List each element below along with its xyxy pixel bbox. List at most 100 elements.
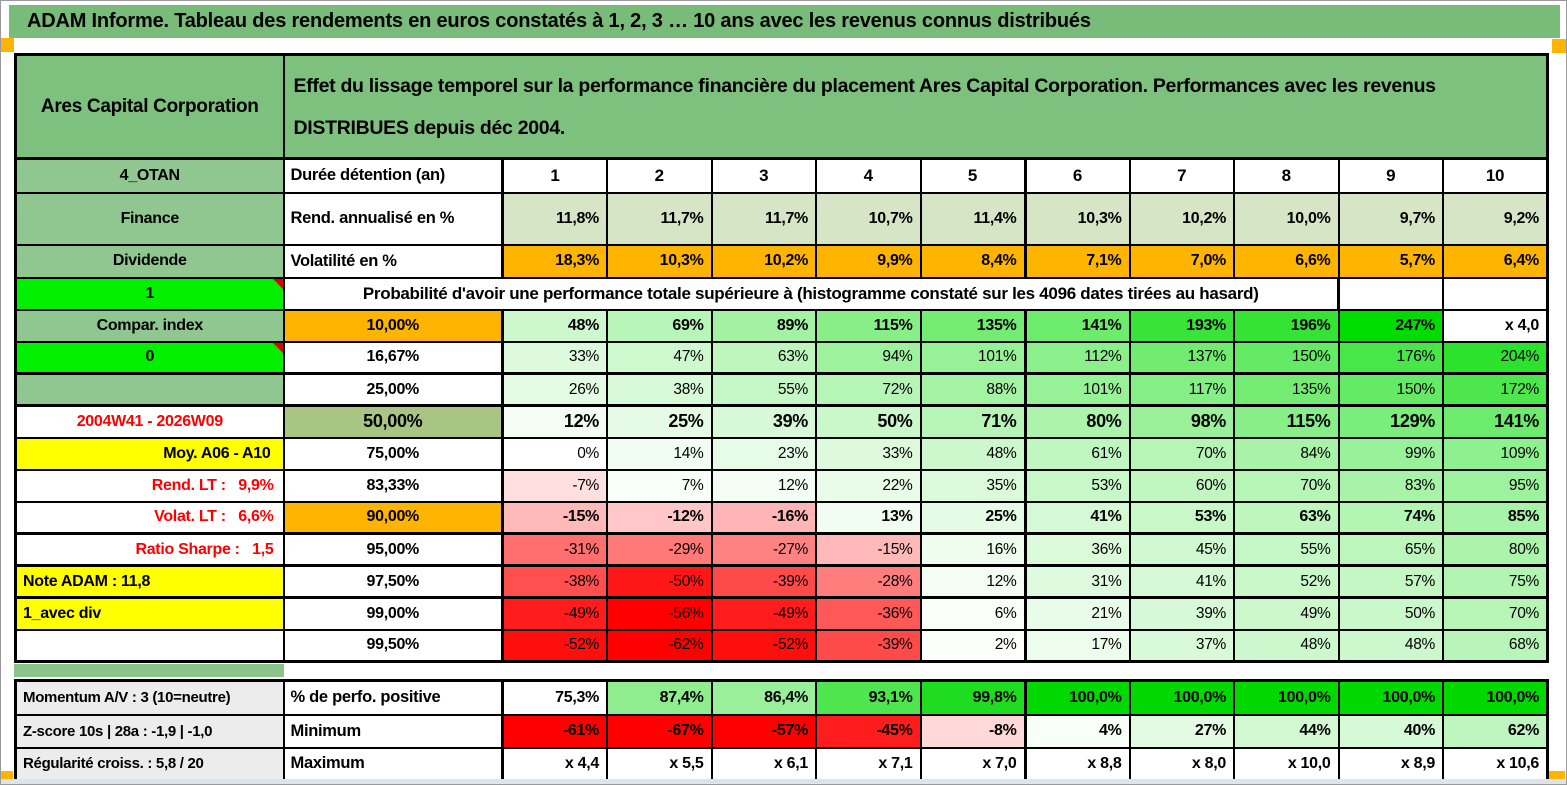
value-cell[interactable]: 100,0%	[1023, 679, 1131, 716]
value-cell[interactable]: 7%	[606, 468, 713, 503]
value-cell[interactable]: 49%	[1233, 596, 1340, 631]
value-cell[interactable]: 62%	[1442, 713, 1549, 749]
value-cell[interactable]: 12%	[919, 564, 1026, 599]
value-cell[interactable]: 65%	[1337, 532, 1444, 567]
value-cell[interactable]: 11,4%	[919, 191, 1026, 246]
value-cell[interactable]: 193%	[1128, 308, 1235, 343]
summary-label-cell[interactable]: Momentum A/V : 3 (10=neutre)	[14, 679, 285, 716]
value-cell[interactable]: 10,3%	[1023, 191, 1131, 246]
year-header-cell[interactable]: 10	[1442, 157, 1549, 194]
instrument-name-cell[interactable]: Ares Capital Corporation	[14, 53, 285, 160]
value-cell[interactable]: 70%	[1442, 596, 1549, 631]
value-cell[interactable]: 93,1%	[815, 679, 922, 716]
value-cell[interactable]: -39%	[815, 628, 922, 663]
value-cell[interactable]: 55%	[1233, 532, 1340, 567]
value-cell[interactable]: 31%	[1023, 564, 1131, 599]
value-cell[interactable]: -27%	[710, 532, 817, 567]
value-cell[interactable]: 10,7%	[815, 191, 922, 246]
value-cell[interactable]: 204%	[1442, 340, 1549, 375]
value-cell[interactable]: 7,0%	[1128, 243, 1235, 279]
value-cell[interactable]: 8,4%	[919, 243, 1026, 279]
value-cell[interactable]: 9,9%	[815, 243, 922, 279]
value-cell[interactable]: 53%	[1128, 500, 1235, 535]
value-cell[interactable]: 94%	[815, 340, 922, 375]
row-label-cell[interactable]: Volat. LT : 6,6%	[14, 500, 285, 535]
value-cell[interactable]: 10,3%	[606, 243, 713, 279]
value-cell[interactable]: 70%	[1128, 436, 1235, 471]
summary-label-cell[interactable]: Régularité croiss. : 5,8 / 20	[14, 746, 285, 782]
value-cell[interactable]: 72%	[815, 372, 922, 407]
value-cell[interactable]: 71%	[919, 404, 1026, 439]
value-cell[interactable]: 9,2%	[1442, 191, 1549, 246]
value-cell[interactable]: 115%	[815, 308, 922, 343]
value-cell[interactable]: 16%	[919, 532, 1026, 567]
value-cell[interactable]: 100,0%	[1128, 679, 1235, 716]
value-cell[interactable]: 141%	[1023, 308, 1131, 343]
value-cell[interactable]: 33%	[815, 436, 922, 471]
value-cell[interactable]: -39%	[710, 564, 817, 599]
row-label-cell[interactable]: Finance	[14, 191, 285, 246]
value-cell[interactable]: x 6,1	[710, 746, 817, 782]
stat-name-cell[interactable]: Volatilité en %	[282, 243, 504, 279]
threshold-cell[interactable]: 99,50%	[282, 628, 504, 663]
value-cell[interactable]: 38%	[606, 372, 713, 407]
value-cell[interactable]: -67%	[606, 713, 713, 749]
value-cell[interactable]: 17%	[1023, 628, 1131, 663]
value-cell[interactable]: 25%	[919, 500, 1026, 535]
probability-header-cell[interactable]: Probabilité d'avoir une performance tota…	[282, 276, 1340, 311]
row-label-cell[interactable]: 1_avec div	[14, 596, 285, 631]
value-cell[interactable]: 63%	[710, 340, 817, 375]
value-cell[interactable]: -16%	[710, 500, 817, 535]
value-cell[interactable]: 37%	[1128, 628, 1235, 663]
value-cell[interactable]: -45%	[815, 713, 922, 749]
year-header-cell[interactable]: 1	[501, 157, 608, 194]
value-cell[interactable]: 129%	[1337, 404, 1444, 439]
value-cell[interactable]: 27%	[1128, 713, 1235, 749]
year-header-cell[interactable]: 4	[815, 157, 922, 194]
value-cell[interactable]: -49%	[710, 596, 817, 631]
value-cell[interactable]: 48%	[501, 308, 608, 343]
value-cell[interactable]: 0%	[501, 436, 608, 471]
value-cell[interactable]: 86,4%	[710, 679, 817, 716]
value-cell[interactable]: -28%	[815, 564, 922, 599]
year-header-cell[interactable]: 8	[1233, 157, 1340, 194]
threshold-cell[interactable]: 99,00%	[282, 596, 504, 631]
value-cell[interactable]: 100,0%	[1337, 679, 1444, 716]
value-cell[interactable]: 14%	[606, 436, 713, 471]
row-label-cell[interactable]: Note ADAM : 11,8	[14, 564, 285, 599]
value-cell[interactable]: 101%	[1023, 372, 1131, 407]
value-cell[interactable]: 7,1%	[1023, 243, 1131, 279]
value-cell[interactable]: 41%	[1128, 564, 1235, 599]
value-cell[interactable]: 99%	[1337, 436, 1444, 471]
threshold-cell[interactable]: 75,00%	[282, 436, 504, 471]
value-cell[interactable]: 74%	[1337, 500, 1444, 535]
row-label-cell[interactable]: Dividende	[14, 243, 285, 279]
year-header-cell[interactable]: 9	[1337, 157, 1444, 194]
value-cell[interactable]: -15%	[501, 500, 608, 535]
value-cell[interactable]: 25%	[606, 404, 713, 439]
value-cell[interactable]: -62%	[606, 628, 713, 663]
value-cell[interactable]: x 5,5	[606, 746, 713, 782]
value-cell[interactable]: 10,2%	[1128, 191, 1235, 246]
threshold-cell[interactable]: 25,00%	[282, 372, 504, 407]
row-label-cell[interactable]: 0	[14, 340, 285, 375]
value-cell[interactable]: 99,8%	[919, 679, 1026, 716]
value-cell[interactable]: 112%	[1023, 340, 1131, 375]
value-cell[interactable]: 5,7%	[1337, 243, 1444, 279]
value-cell[interactable]: x 8,0	[1128, 746, 1235, 782]
value-cell[interactable]: 135%	[1233, 372, 1340, 407]
value-cell[interactable]: -56%	[606, 596, 713, 631]
value-cell[interactable]: 100,0%	[1442, 679, 1549, 716]
value-cell[interactable]: 80%	[1023, 404, 1131, 439]
value-cell[interactable]: 57%	[1337, 564, 1444, 599]
value-cell[interactable]: 40%	[1337, 713, 1444, 749]
value-cell[interactable]: 6%	[919, 596, 1026, 631]
value-cell[interactable]: 22%	[815, 468, 922, 503]
threshold-cell[interactable]: 83,33%	[282, 468, 504, 503]
threshold-cell[interactable]: 16,67%	[282, 340, 504, 375]
value-cell[interactable]: -57%	[710, 713, 817, 749]
value-cell[interactable]: -36%	[815, 596, 922, 631]
value-cell[interactable]: -8%	[919, 713, 1026, 749]
value-cell[interactable]: 12%	[710, 468, 817, 503]
value-cell[interactable]: 2%	[919, 628, 1026, 663]
